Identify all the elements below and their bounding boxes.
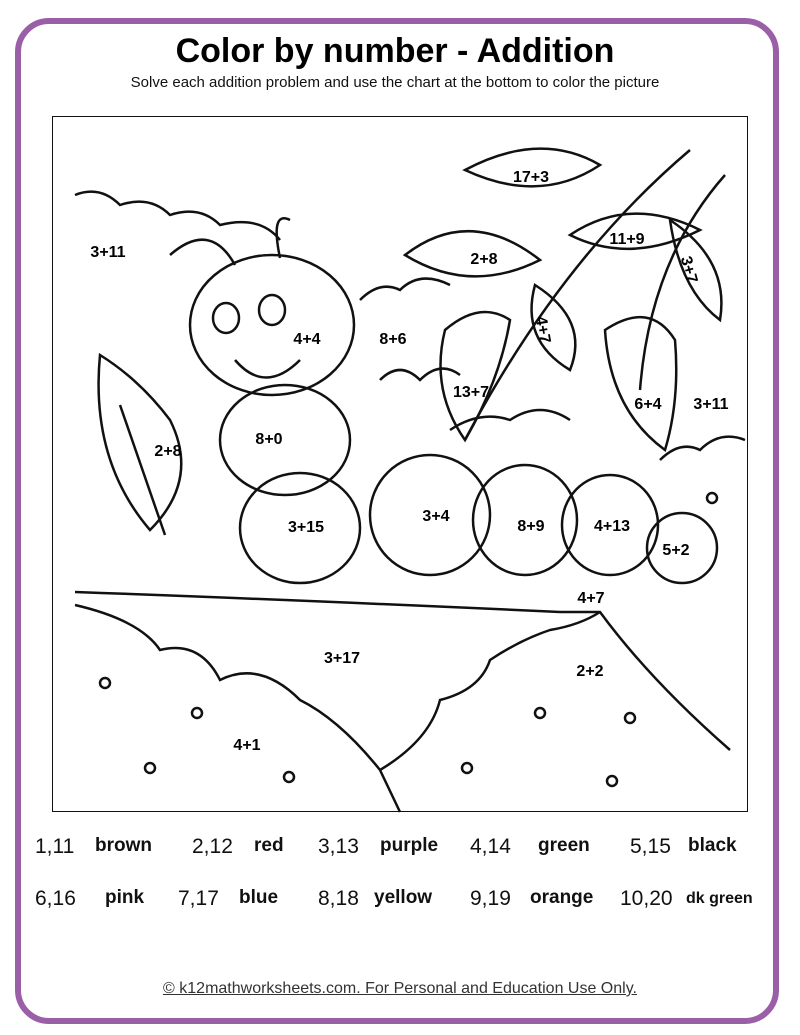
problem-label: 2+2 bbox=[576, 663, 604, 680]
color-legend: 1,11 brown 2,12 red 3,13 purple 4,14 gre… bbox=[30, 835, 770, 939]
legend-numbers: 7,17 bbox=[178, 887, 219, 910]
legend-row: 1,11 brown 2,12 red 3,13 purple 4,14 gre… bbox=[30, 835, 770, 887]
problem-label: 3+17 bbox=[323, 650, 361, 667]
problem-label: 8+9 bbox=[517, 518, 545, 535]
problem-label: 2+8 bbox=[470, 251, 498, 268]
legend-numbers: 3,13 bbox=[318, 835, 359, 858]
legend-color: red bbox=[254, 835, 284, 856]
legend-color: black bbox=[688, 835, 737, 856]
page-title: Color by number - Addition bbox=[175, 32, 615, 70]
legend-color: green bbox=[538, 835, 590, 856]
legend-numbers: 8,18 bbox=[318, 887, 359, 910]
problem-label: 5+2 bbox=[662, 542, 690, 559]
problem-label: 17+3 bbox=[512, 169, 550, 186]
legend-color: brown bbox=[95, 835, 152, 856]
legend-color: blue bbox=[239, 887, 279, 908]
problem-label: 8+0 bbox=[255, 431, 283, 448]
legend-numbers: 5,15 bbox=[630, 835, 671, 858]
problem-label: 13+7 bbox=[452, 384, 490, 401]
problem-label: 3+15 bbox=[287, 519, 325, 536]
problem-label: 2+8 bbox=[154, 443, 182, 460]
problem-label: 4+4 bbox=[293, 331, 321, 348]
legend-color: yellow bbox=[374, 887, 433, 908]
legend-color: orange bbox=[530, 887, 594, 908]
legend-color: purple bbox=[380, 835, 439, 856]
problem-label: 3+11 bbox=[693, 396, 729, 413]
problem-label: 8+6 bbox=[379, 331, 407, 348]
problem-label: 3+4 bbox=[422, 508, 450, 525]
legend-row: 6,16 pink 7,17 blue 8,18 yellow 9,19 ora… bbox=[30, 887, 770, 939]
legend-numbers: 9,19 bbox=[470, 887, 511, 910]
legend-numbers: 4,14 bbox=[470, 835, 511, 858]
page-border bbox=[15, 18, 779, 1024]
problem-label: 4+13 bbox=[593, 518, 631, 535]
legend-color: dk green bbox=[686, 890, 753, 907]
problem-label: 3+11 bbox=[90, 244, 126, 261]
legend-numbers: 10,20 bbox=[620, 887, 673, 910]
legend-numbers: 2,12 bbox=[192, 835, 233, 858]
problem-label: 11+9 bbox=[609, 231, 645, 248]
legend-color: pink bbox=[105, 887, 145, 908]
legend-numbers: 1,11 bbox=[35, 835, 75, 858]
copyright-link[interactable]: © k12mathworksheets.com. For Personal an… bbox=[163, 980, 637, 997]
legend-numbers: 6,16 bbox=[35, 887, 76, 910]
problem-label: 4+1 bbox=[233, 737, 261, 754]
problem-label: 4+7 bbox=[577, 590, 605, 607]
instructions: Solve each addition problem and use the … bbox=[130, 74, 660, 91]
problem-label: 6+4 bbox=[634, 396, 662, 413]
